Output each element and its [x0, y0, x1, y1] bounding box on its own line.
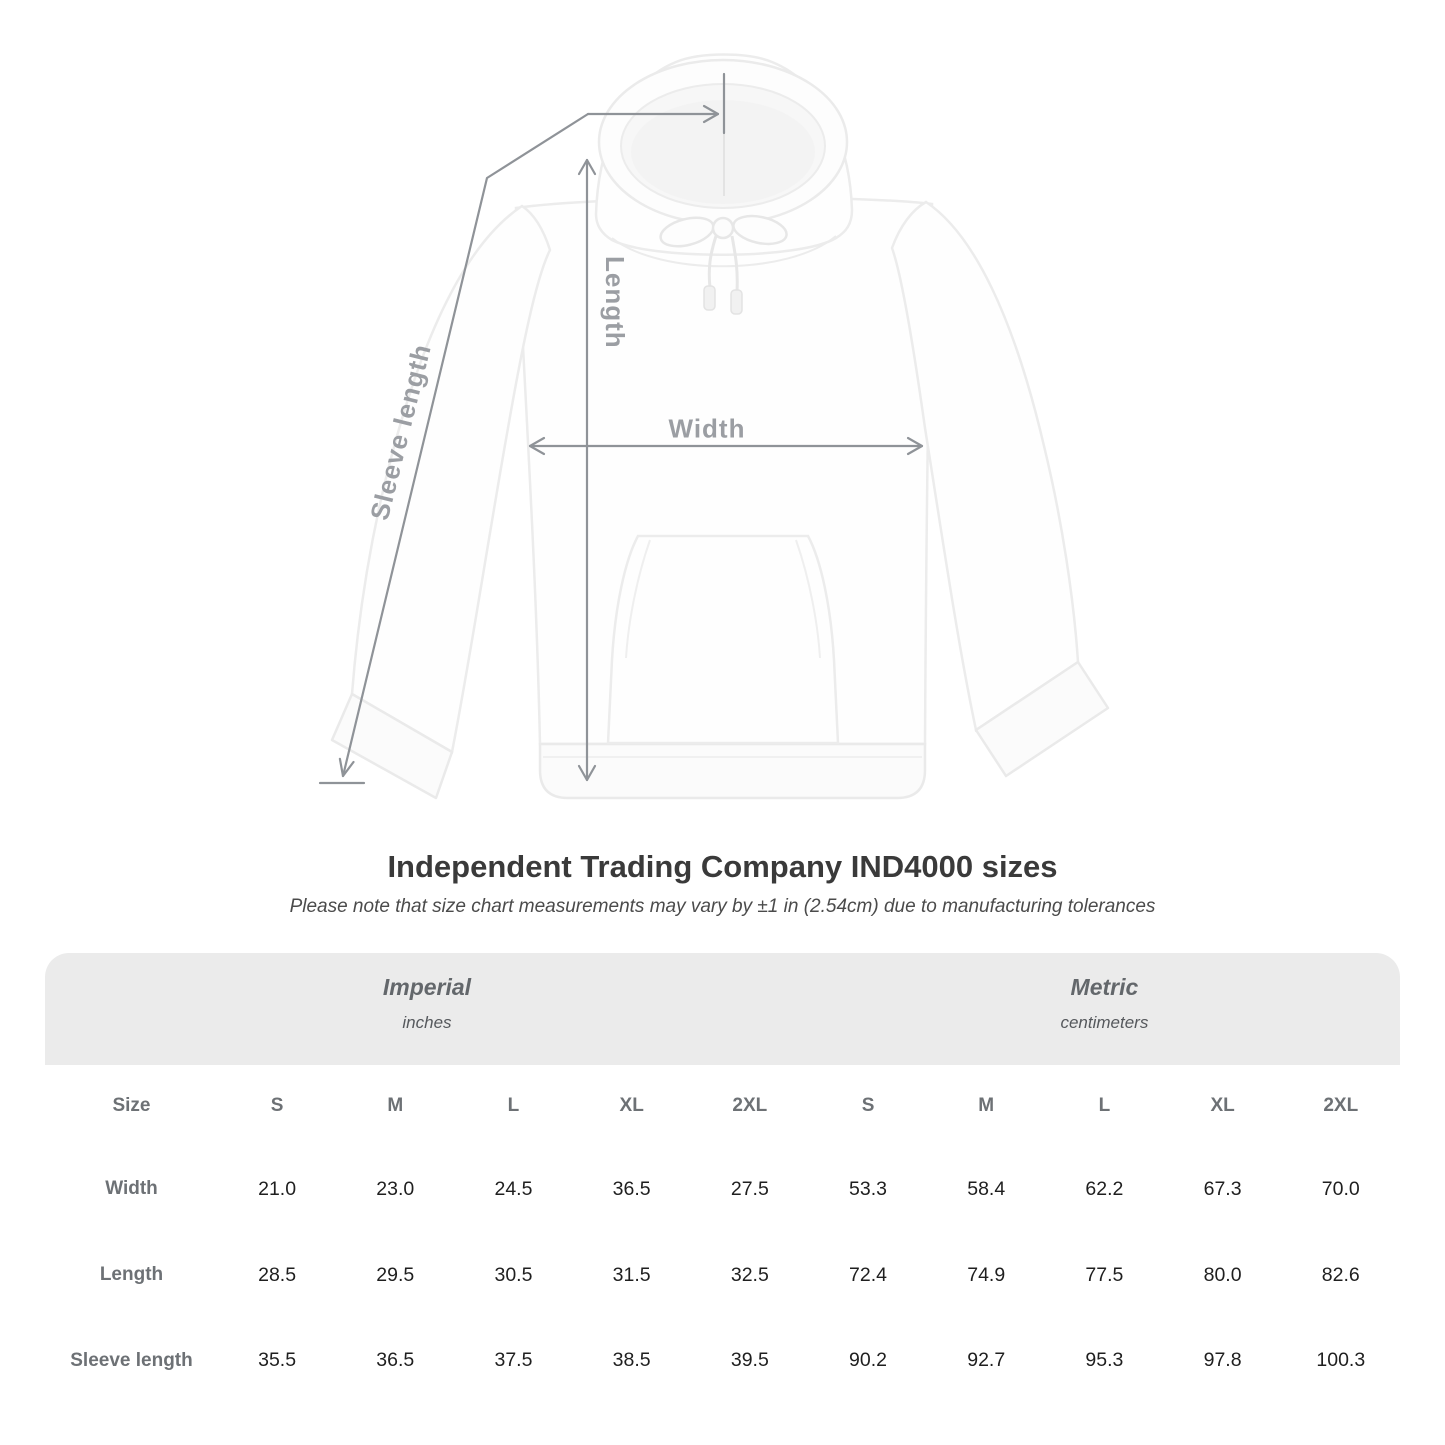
width-value: 23.0 — [376, 1177, 415, 1200]
size-col-header: M — [387, 1094, 404, 1116]
size-col-header: M — [978, 1094, 995, 1116]
size-col-header: 2XL — [1323, 1094, 1359, 1116]
imperial-unit: inches — [402, 1013, 452, 1032]
sleeve-length-value: 92.7 — [967, 1349, 1006, 1371]
width-value: 67.3 — [1203, 1177, 1242, 1200]
row-label-length: Length — [99, 1264, 164, 1285]
width-value: 62.2 — [1085, 1177, 1124, 1200]
size-table: Imperial inches Metric centimeters Size … — [45, 953, 1400, 1403]
row-label-sleeve-length: Sleeve length — [70, 1349, 193, 1371]
sleeve-length-value: 97.8 — [1203, 1349, 1242, 1371]
width-value: 58.4 — [967, 1177, 1006, 1200]
sleeve-length-value: 35.5 — [258, 1349, 297, 1371]
size-col-header: S — [861, 1094, 875, 1116]
length-value: 32.5 — [730, 1263, 769, 1286]
tolerance-note: Please note that size chart measurements… — [289, 896, 1156, 917]
sleeve-length-value: 36.5 — [376, 1349, 415, 1371]
length-value: 28.5 — [258, 1263, 297, 1286]
metric-unit: centimeters — [1060, 1013, 1149, 1032]
length-value: 29.5 — [376, 1263, 415, 1286]
sleeve-length-value: 39.5 — [730, 1349, 769, 1371]
length-value: 30.5 — [494, 1263, 533, 1286]
length-value: 82.6 — [1321, 1263, 1360, 1286]
size-col-header: S — [270, 1094, 284, 1116]
length-value: 72.4 — [849, 1263, 887, 1286]
length-measure-label: Length — [600, 256, 630, 349]
hoodie-diagram: Width Length Sleeve length — [318, 53, 1110, 800]
width-measure-label: Width — [668, 413, 746, 444]
width-value: 21.0 — [258, 1177, 297, 1200]
width-value: 53.3 — [849, 1177, 887, 1200]
size-col-header: XL — [619, 1094, 644, 1116]
row-label-width: Width — [105, 1178, 158, 1199]
sleeve-length-value: 95.3 — [1085, 1349, 1124, 1371]
width-value: 70.0 — [1321, 1177, 1360, 1200]
imperial-title: Imperial — [382, 974, 472, 1000]
hoodie-illustration — [318, 53, 1110, 800]
imperial-section-header: Imperial inches — [45, 953, 809, 1065]
measurement-lines — [318, 72, 924, 785]
length-value: 80.0 — [1203, 1263, 1242, 1286]
sleeve-length-value: 37.5 — [494, 1349, 533, 1371]
page-title: Independent Trading Company IND4000 size… — [387, 849, 1058, 884]
size-col-header: L — [507, 1094, 520, 1116]
size-col-header: 2XL — [732, 1094, 768, 1116]
width-value: 24.5 — [494, 1177, 533, 1200]
metric-title: Metric — [1070, 974, 1139, 1000]
width-value: 27.5 — [730, 1177, 769, 1200]
sleeve-length-value: 100.3 — [1316, 1349, 1366, 1371]
size-col-header: XL — [1210, 1094, 1235, 1116]
length-value: 77.5 — [1085, 1263, 1124, 1286]
width-value: 36.5 — [612, 1177, 651, 1200]
sleeve-length-value: 90.2 — [849, 1349, 887, 1371]
length-value: 31.5 — [612, 1263, 651, 1286]
metric-section-header: Metric centimeters — [808, 953, 1400, 1065]
size-col-header: L — [1098, 1094, 1111, 1116]
length-value: 74.9 — [967, 1263, 1006, 1286]
size-corner-header: Size — [112, 1094, 151, 1116]
sleeve-length-value: 38.5 — [612, 1349, 651, 1371]
